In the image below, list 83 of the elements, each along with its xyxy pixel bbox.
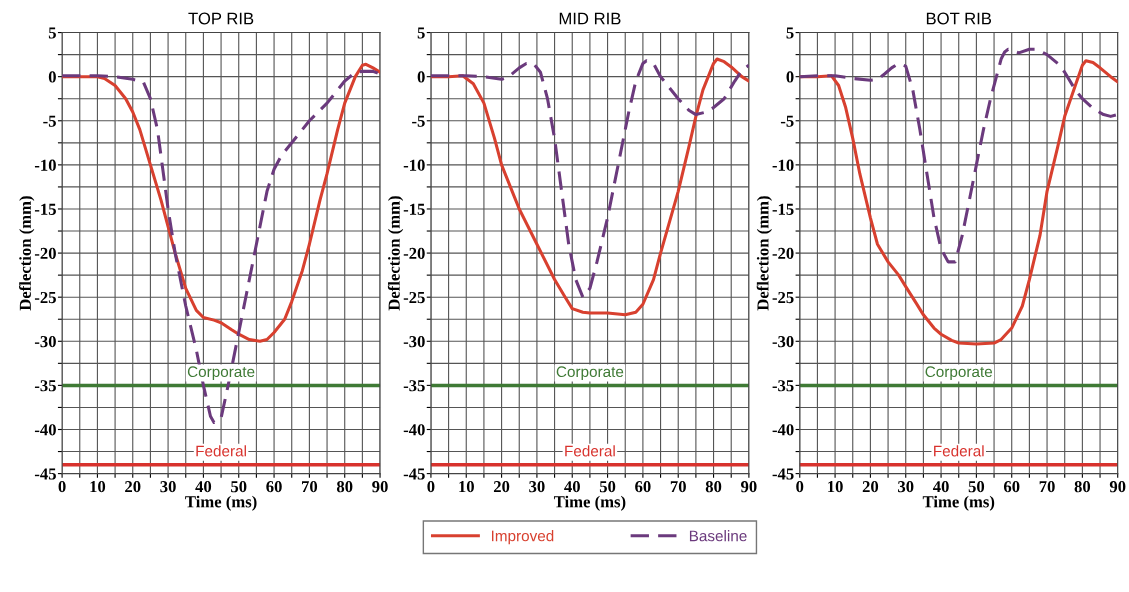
legend-label: Baseline (689, 530, 747, 542)
ref-line-label: Federal (565, 445, 615, 457)
x-tick-label: 90 (741, 481, 757, 493)
y-tick-label: -20 (403, 247, 425, 260)
x-tick-label: 10 (90, 481, 106, 493)
x-tick-label: 30 (898, 481, 914, 493)
x-tick-label: 80 (336, 481, 353, 493)
y-tick-label: 0 (48, 71, 56, 83)
y-axis-title: Deflection (mm) (19, 196, 35, 311)
y-tick-label: -35 (34, 380, 56, 392)
x-axis-title: Time (ms) (185, 495, 257, 511)
x-tick-label: 20 (125, 481, 141, 493)
y-tick-label: -40 (403, 424, 425, 436)
chart-title: BOT RIB (926, 12, 992, 25)
x-tick-label: 70 (670, 481, 686, 493)
x-tick-label: 60 (266, 481, 282, 493)
x-tick-label: 10 (459, 481, 474, 493)
y-tick-label: -15 (772, 203, 794, 215)
x-tick-label: 50 (599, 481, 616, 493)
x-tick-label: 90 (1109, 481, 1126, 493)
y-tick-label: -20 (34, 247, 56, 260)
line-series (799, 47, 1118, 264)
x-tick-label: 40 (564, 481, 580, 493)
x-tick-label: 80 (1074, 481, 1091, 493)
y-tick-label: -45 (34, 468, 56, 480)
y-tick-label: -10 (772, 159, 794, 171)
x-axis-title: Time (ms) (553, 495, 626, 511)
x-tick-label: 30 (160, 481, 176, 493)
y-axis-title: Deflection (mm) (756, 196, 772, 311)
y-tick-label: -45 (772, 468, 794, 480)
y-tick-label: 5 (417, 27, 425, 39)
y-tick-label: -15 (403, 203, 425, 215)
chart-title: MID RIB (559, 12, 621, 25)
chart-title: TOP RIB (188, 12, 254, 25)
legend-label: Improved (491, 530, 554, 545)
x-tick-label: 10 (828, 481, 843, 493)
y-tick-label: 5 (786, 27, 794, 39)
y-tick-label: -5 (780, 115, 794, 127)
line-series (62, 69, 381, 424)
y-tick-label: 5 (48, 27, 56, 39)
ref-line-label: Federal (196, 445, 246, 457)
ref-line-label: Corporate (925, 366, 993, 381)
y-tick-label: -30 (403, 335, 425, 348)
x-tick-label: 50 (968, 481, 985, 493)
x-tick-label: 90 (372, 481, 388, 493)
y-tick-label: -10 (403, 159, 425, 171)
y-axis-title: Deflection (mm) (387, 196, 404, 311)
ref-line-label: Corporate (556, 366, 624, 381)
x-tick-label: 50 (231, 481, 247, 493)
x-tick-label: 70 (1039, 481, 1055, 493)
y-tick-label: -20 (772, 247, 794, 260)
x-tick-label: 0 (796, 481, 804, 493)
y-tick-label: -15 (34, 203, 56, 215)
y-tick-label: -45 (403, 468, 425, 480)
y-tick-label: -5 (43, 115, 56, 127)
y-tick-label: -25 (772, 291, 794, 304)
x-axis-title: Time (ms) (922, 495, 995, 511)
x-tick-label: 20 (493, 481, 510, 493)
ref-line-label: Federal (934, 445, 984, 457)
y-tick-label: -35 (772, 380, 794, 392)
x-tick-label: 80 (705, 481, 722, 493)
x-tick-label: 70 (302, 481, 318, 493)
y-tick-label: -35 (403, 380, 425, 392)
y-tick-label: -40 (772, 424, 794, 436)
x-tick-label: 60 (1003, 481, 1020, 493)
y-tick-label: 0 (417, 71, 425, 83)
ref-line-label: Corporate (187, 366, 255, 381)
y-tick-label: -5 (412, 115, 425, 127)
line-series (62, 62, 381, 343)
x-tick-label: 40 (195, 481, 212, 493)
y-tick-label: 0 (786, 71, 794, 83)
x-tick-label: 0 (427, 481, 435, 493)
x-tick-label: 40 (932, 481, 949, 493)
x-tick-label: 20 (862, 481, 879, 493)
y-tick-label: -25 (403, 291, 425, 304)
y-tick-label: -10 (34, 159, 56, 171)
x-tick-label: 0 (58, 481, 66, 493)
x-tick-label: 30 (529, 481, 545, 493)
y-tick-label: -40 (34, 424, 56, 436)
y-tick-label: -25 (34, 291, 56, 304)
x-tick-label: 60 (635, 481, 651, 493)
y-tick-label: -30 (34, 335, 56, 348)
y-tick-label: -30 (772, 335, 794, 348)
